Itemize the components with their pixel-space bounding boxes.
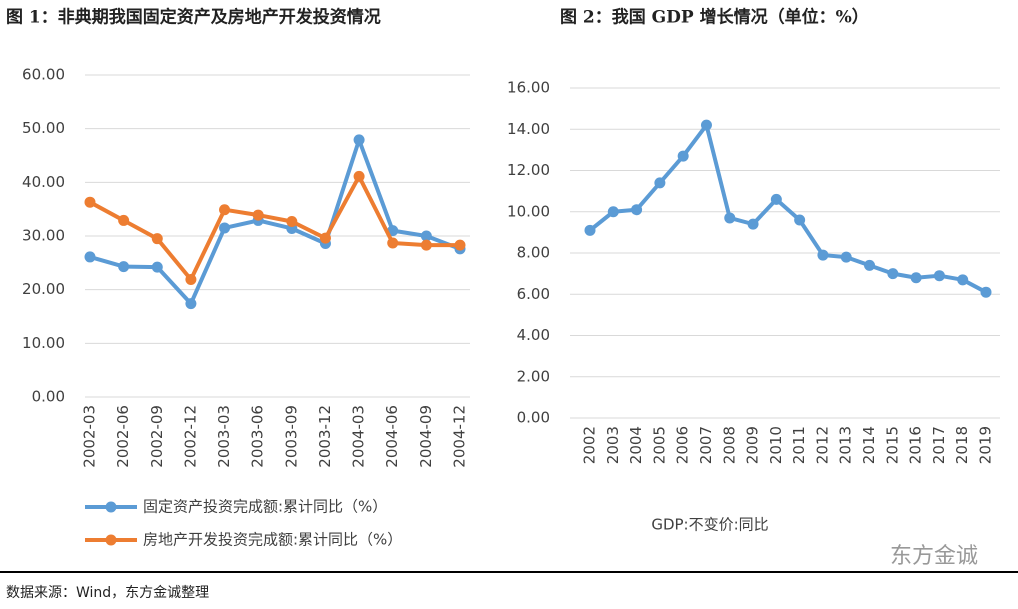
data-point [420,239,432,251]
data-point [980,286,992,298]
x-tick-label: 2013 [837,426,855,464]
x-tick-label: 2011 [790,426,808,464]
legend-marker [105,534,117,546]
data-point [286,216,298,228]
x-tick-label: 2007 [697,426,715,464]
x-tick-label: 2017 [930,426,948,464]
data-point [353,134,365,146]
x-tick-label: 2003-06 [249,405,267,468]
x-tick-label: 2019 [977,426,995,464]
data-point [654,177,666,189]
data-point [252,209,264,221]
data-point [353,170,365,182]
data-point [747,218,759,230]
x-tick-label: 2015 [883,426,901,464]
y-tick-label: 14.00 [507,120,550,138]
x-tick-label: 2003-09 [282,405,300,468]
x-tick-label: 2003-12 [316,405,334,468]
data-point [887,268,899,280]
data-point [700,119,712,131]
data-point [607,206,619,218]
legend-label: 固定资产投资完成额:累计同比（%） [143,498,387,516]
data-point [420,230,432,242]
data-point [151,261,163,273]
x-tick-label: 2002 [581,426,599,464]
chart-title: 图 1：非典期我国固定资产及房地产开发投资情况 [6,7,381,28]
x-tick-label: 2018 [953,426,971,464]
y-tick-label: 0.00 [32,388,65,406]
y-tick-label: 20.00 [22,280,65,298]
data-point [84,251,96,263]
x-tick-label: 2008 [720,426,738,464]
data-point [185,298,197,310]
y-tick-label: 4.00 [517,326,550,344]
x-tick-label: 2009 [744,426,762,464]
chart-title: 图 2：我国 GDP 增长情况（单位：%） [560,7,869,28]
y-tick-label: 10.00 [22,334,65,352]
x-tick-label: 2004-03 [350,405,368,468]
series-line [89,137,461,306]
data-point [387,237,399,249]
x-tick-label: 2006 [674,426,692,464]
data-point [957,274,969,286]
data-point [840,251,852,263]
data-point [910,272,922,284]
x-tick-label: 2010 [767,426,785,464]
x-tick-label: 2014 [860,426,878,464]
data-point [794,214,806,226]
x-tick-label: 2002-09 [148,405,166,468]
x-tick-label: 2005 [650,426,668,464]
data-point [933,270,945,282]
data-point [454,239,466,251]
data-point [185,273,197,285]
x-tick-label: 2002-06 [114,405,132,468]
data-point [118,214,130,226]
x-tick-label: 2002-12 [181,405,199,468]
y-tick-label: 50.00 [22,119,65,137]
y-tick-label: 60.00 [22,66,65,84]
y-tick-label: 16.00 [507,79,550,97]
y-tick-label: 30.00 [22,227,65,245]
legend-marker [105,501,117,513]
legend-label: GDP:不变价:同比 [651,516,768,534]
x-tick-label: 2004-06 [383,405,401,468]
x-tick-label: 2003-03 [215,405,233,468]
legend-label: 房地产开发投资完成额:累计同比（%） [143,531,402,549]
x-tick-label: 2004-12 [451,405,469,468]
data-point [319,232,331,244]
series-line [89,174,460,282]
data-point [864,259,876,271]
data-point [817,249,829,261]
data-point [724,212,736,224]
x-tick-label: 2003 [604,426,622,464]
y-tick-label: 2.00 [517,367,550,385]
y-tick-label: 0.00 [517,409,550,427]
data-point [84,196,96,208]
x-tick-label: 2016 [907,426,925,464]
data-point [770,193,782,205]
watermark: 东方金诚 [890,544,978,569]
x-tick-label: 2012 [813,426,831,464]
data-point [677,150,689,162]
x-tick-label: 2004 [627,426,645,464]
data-point [631,204,643,216]
y-tick-label: 10.00 [507,202,550,220]
x-tick-label: 2004-09 [417,405,435,468]
series-line [588,123,987,294]
data-point [584,224,596,236]
data-point [151,233,163,245]
data-point [219,222,231,234]
data-point [118,261,130,273]
x-tick-label: 2002-03 [81,405,99,468]
data-point [219,204,231,216]
y-tick-label: 40.00 [22,173,65,191]
y-tick-label: 12.00 [507,161,550,179]
source-note: 数据来源：Wind，东方金诚整理 [6,585,209,601]
y-tick-label: 8.00 [517,244,550,262]
y-tick-label: 6.00 [517,285,550,303]
